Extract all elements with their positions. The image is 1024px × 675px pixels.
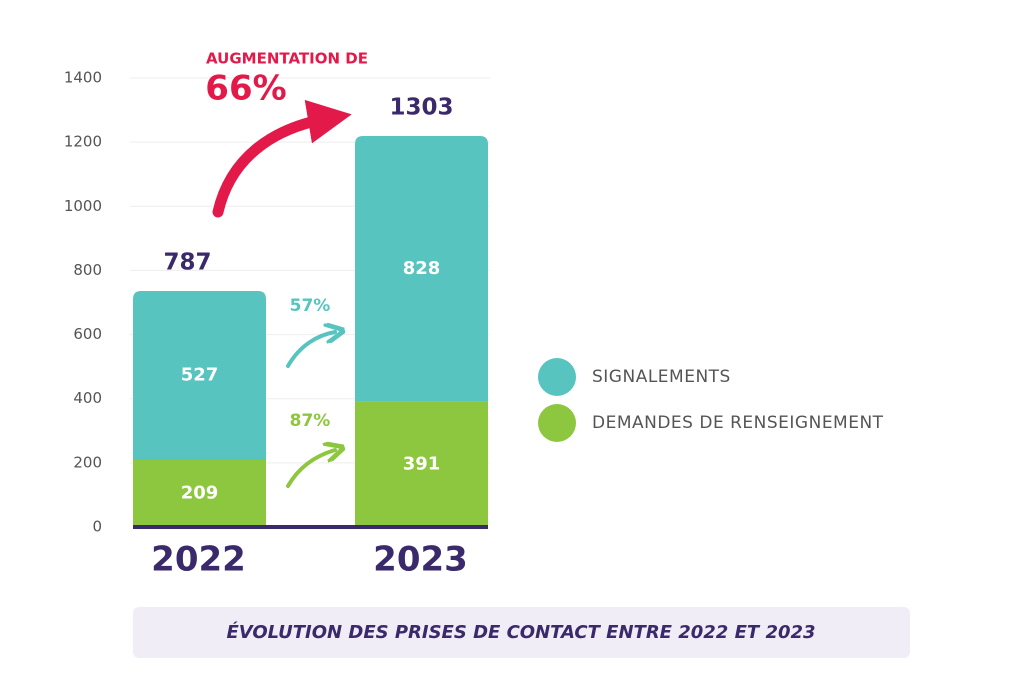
value-label: 391 bbox=[403, 453, 441, 474]
y-tick-label: 600 bbox=[73, 325, 102, 343]
bar-segment bbox=[133, 290, 266, 460]
y-tick-label: 1000 bbox=[64, 197, 102, 215]
y-tick-label: 200 bbox=[73, 453, 102, 471]
bar-segment bbox=[133, 459, 266, 527]
caption-box bbox=[133, 607, 910, 658]
x-tick-label: 2023 bbox=[373, 540, 468, 580]
total-label: 1303 bbox=[389, 95, 453, 121]
growth-arrow bbox=[286, 332, 335, 368]
y-tick-label: 800 bbox=[73, 261, 102, 279]
total-label: 787 bbox=[163, 249, 211, 275]
value-label: 209 bbox=[181, 482, 219, 503]
y-tick-label: 0 bbox=[92, 518, 102, 536]
x-tick-label: 2022 bbox=[151, 540, 246, 580]
legend-label: SIGNALEMENTS bbox=[592, 367, 731, 387]
increase-arrow bbox=[212, 99, 352, 218]
annotation: 87% bbox=[290, 411, 331, 431]
value-label: 828 bbox=[403, 258, 441, 279]
value-label: 527 bbox=[181, 364, 219, 385]
bar-segment bbox=[355, 401, 488, 527]
y-tick-label: 1400 bbox=[64, 69, 102, 87]
legend-swatch bbox=[538, 404, 576, 442]
y-tick-label: 400 bbox=[73, 389, 102, 407]
growth-arrow bbox=[286, 450, 335, 488]
annotation: 66% bbox=[205, 69, 286, 109]
legend-label: DEMANDES DE RENSEIGNEMENT bbox=[592, 413, 884, 433]
caption: ÉVOLUTION DES PRISES DE CONTACT ENTRE 20… bbox=[226, 621, 815, 643]
annotation: AUGMENTATION DE bbox=[206, 50, 368, 68]
legend-swatch bbox=[538, 358, 576, 396]
y-tick-label: 1200 bbox=[64, 133, 102, 151]
annotation: 57% bbox=[290, 296, 331, 316]
bar-segment bbox=[355, 136, 488, 402]
